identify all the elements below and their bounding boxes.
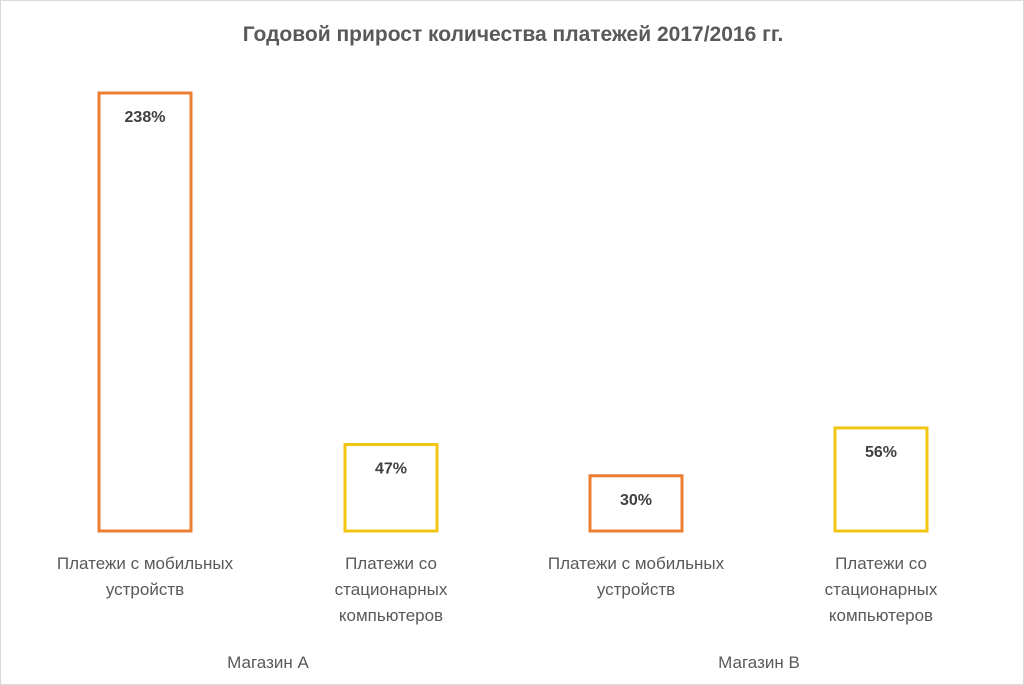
category-label-group0-bar0-line1: устройств (106, 580, 184, 599)
category-label-group1-bar1-line2: компьютеров (829, 606, 933, 625)
bar-group0-bar0 (97, 91, 193, 533)
category-label-group0-bar1-line1: стационарных (335, 580, 448, 599)
category-label-group1-bar1-line1: стационарных (825, 580, 938, 599)
category-label-group0-bar0-line0: Платежи с мобильных (57, 554, 234, 573)
bar-group0-bar1 (343, 443, 439, 533)
category-label-group0-bar1-line2: компьютеров (339, 606, 443, 625)
bar-group1-bar1 (833, 426, 929, 533)
data-label-group1-bar1: 56% (865, 444, 897, 461)
category-label-group1-bar0-line1: устройств (597, 580, 675, 599)
chart-title: Годовой прирост количества платежей 2017… (243, 23, 784, 46)
category-label-group0-bar1-line0: Платежи со (345, 554, 437, 573)
bars-layer: 238% Платежи с мобильных устройств 47% Плате… (57, 91, 938, 672)
data-label-group0-bar0: 238% (125, 109, 166, 126)
category-label-group1-bar1-line0: Платежи со (835, 554, 927, 573)
category-label-group1-bar0-line0: Платежи с мобильных (548, 554, 725, 573)
data-label-group1-bar0: 30% (620, 492, 652, 509)
bar-group1-bar0 (588, 474, 684, 533)
group-label-0: Магазин А (227, 653, 309, 672)
group-label-1: Магазин В (718, 653, 800, 672)
data-label-group0-bar1: 47% (375, 461, 407, 478)
